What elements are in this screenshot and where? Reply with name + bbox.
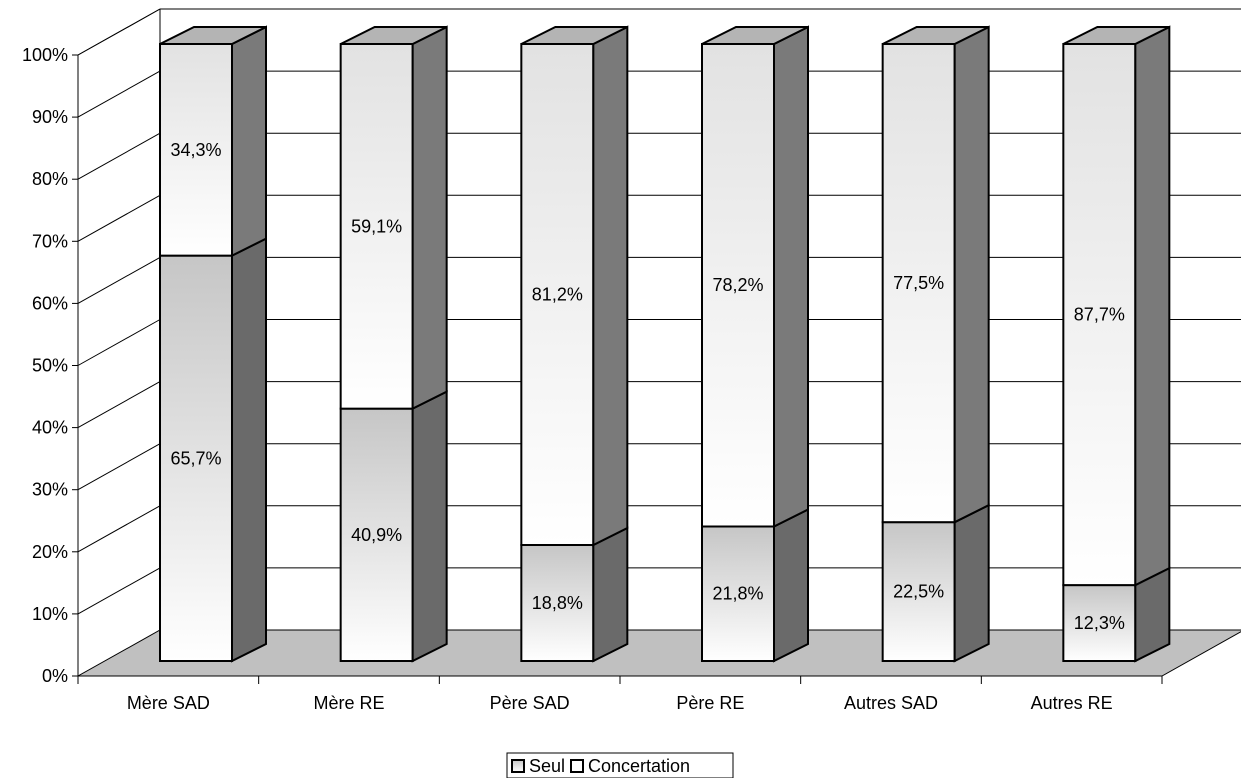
- data-label-seul: 21,8%: [712, 584, 763, 604]
- y-tick-label: 20%: [32, 542, 68, 562]
- x-category-label: Mère RE: [313, 693, 384, 713]
- y-tick-label: 40%: [32, 418, 68, 438]
- bar-seul-side: [592, 526, 629, 663]
- y-tick-label: 70%: [32, 231, 68, 251]
- y-tick-label: 0%: [42, 666, 68, 686]
- side-wall-top-edge: [77, 8, 161, 56]
- data-label-seul: 18,8%: [532, 593, 583, 613]
- legend-label-seul: Seul: [529, 756, 565, 776]
- bar-concertation-side: [592, 25, 629, 547]
- bar-seul: [520, 544, 595, 663]
- side-gridline: [77, 256, 161, 304]
- data-label-seul: 40,9%: [351, 525, 402, 545]
- bar-stack: [701, 25, 809, 663]
- y-axis-ticks: 0% 10% 20% 30% 40% 50% 60% 70% 80% 90% 100%: [22, 45, 78, 686]
- bar-stack: [159, 25, 267, 663]
- data-label-seul: 12,3%: [1074, 613, 1125, 633]
- bar-concertation-side: [231, 25, 267, 258]
- bar-top: [1062, 26, 1170, 45]
- y-tick-label: 90%: [32, 107, 68, 127]
- x-category-label: Autres SAD: [844, 693, 938, 713]
- data-label-concertation: 77,5%: [893, 273, 944, 293]
- bar-concertation: [1062, 43, 1137, 587]
- bar-concertation-side: [411, 25, 448, 411]
- side-gridline: [77, 194, 161, 242]
- bar-stack: [339, 25, 448, 663]
- data-label-seul: 22,5%: [893, 582, 944, 602]
- bar-stack: [1062, 25, 1171, 663]
- side-gridline: [77, 505, 161, 553]
- y-tick-label: 60%: [32, 293, 68, 313]
- bar-seul: [339, 407, 414, 662]
- x-category-label: Mère SAD: [127, 693, 210, 713]
- data-label-concertation: 59,1%: [351, 216, 402, 236]
- legend-box: [506, 752, 734, 778]
- side-gridline: [77, 319, 161, 366]
- bar-seul-side: [953, 503, 990, 663]
- bar-stack: [881, 25, 990, 663]
- bars: [159, 25, 1171, 663]
- x-category-label: Père RE: [676, 693, 744, 713]
- bar-concertation-side: [953, 25, 990, 524]
- x-category-label: Autres RE: [1031, 693, 1113, 713]
- side-gridline: [77, 443, 161, 491]
- side-gridline: [77, 381, 161, 429]
- x-category-label: Père SAD: [490, 693, 570, 713]
- y-tick-label: 100%: [22, 45, 68, 65]
- bar-top: [340, 26, 448, 45]
- bar-seul-side: [773, 507, 809, 663]
- bar-concertation: [339, 43, 414, 410]
- data-label-seul: 65,7%: [170, 448, 221, 468]
- legend-label-concertation: Concertation: [588, 756, 690, 776]
- y-tick-label: 50%: [32, 356, 68, 376]
- data-label-concertation: 87,7%: [1074, 305, 1125, 325]
- bar-concertation-side: [773, 25, 809, 529]
- data-labels: 65,7% 34,3% 40,9% 59,1% 18,8% 81,2% 21,8% 78,2%…: [170, 140, 1124, 633]
- legend-swatch-concertation: [570, 759, 584, 773]
- bar-concertation: [520, 43, 595, 547]
- bar-seul: [701, 525, 775, 663]
- bar-seul: [159, 254, 233, 662]
- data-label-concertation: 81,2%: [532, 285, 583, 305]
- data-label-concertation: 78,2%: [712, 275, 763, 295]
- bar-top: [701, 26, 809, 45]
- y-tick-label: 30%: [32, 480, 68, 500]
- bar-seul-side: [231, 237, 267, 663]
- side-gridline: [77, 567, 161, 615]
- bar-stack: [520, 25, 629, 663]
- bar-top: [520, 26, 628, 45]
- bar-concertation: [881, 43, 956, 524]
- bar-concertation-side: [1134, 25, 1171, 587]
- x-axis-labels: Mère SAD Mère RE Père SAD Père RE Autres SAD…: [127, 693, 1113, 713]
- y-tick-label: 10%: [32, 604, 68, 624]
- side-gridline: [77, 132, 161, 180]
- legend: Seul Concertation: [506, 752, 734, 778]
- legend-swatch-seul: [511, 759, 525, 773]
- bar-concertation: [701, 43, 775, 528]
- data-label-concertation: 34,3%: [170, 140, 221, 160]
- bar-seul-side: [411, 390, 448, 663]
- side-gridline: [77, 70, 161, 118]
- bar-top: [159, 26, 267, 45]
- bar-top: [882, 26, 990, 45]
- y-tick-label: 80%: [32, 169, 68, 189]
